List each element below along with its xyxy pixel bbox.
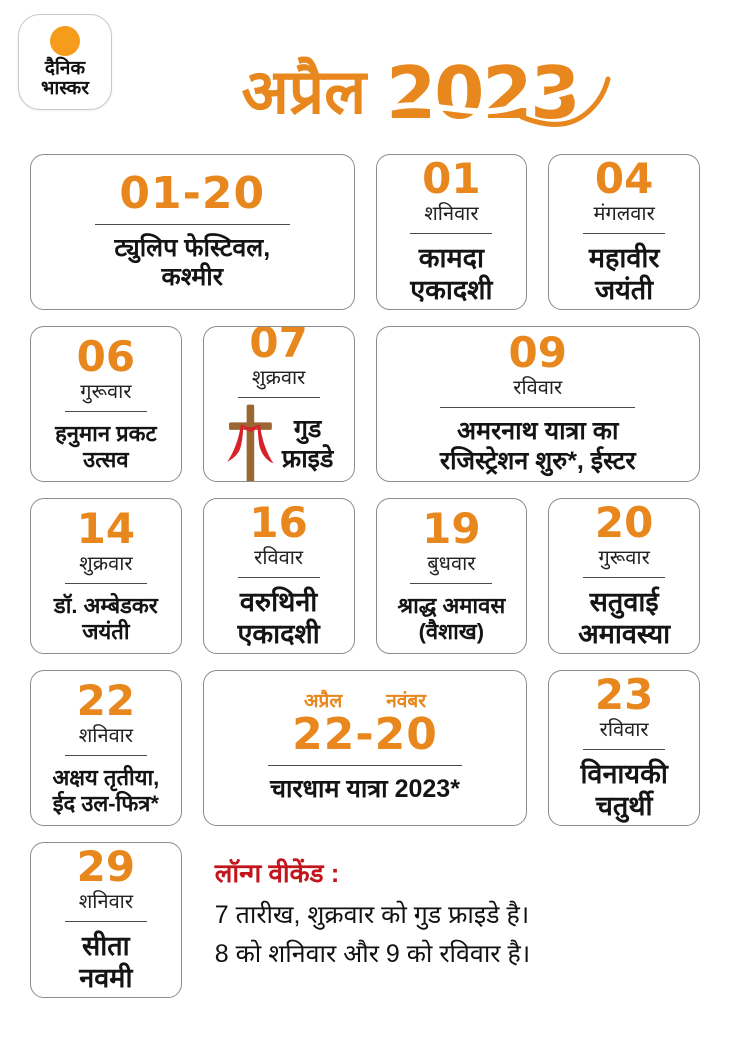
card-date: 20 xyxy=(594,498,654,547)
card-day: शनिवार xyxy=(78,890,134,913)
card-sita-navami: 29 शनिवार सीता नवमी xyxy=(30,842,182,998)
divider xyxy=(237,576,320,578)
card-day: रविवार xyxy=(599,718,649,741)
divider xyxy=(583,232,666,234)
card-event: वरुथिनी एकादशी xyxy=(237,586,320,649)
month-to-label: नवंबर xyxy=(386,690,426,712)
card-event: गुड फ्राइडे xyxy=(281,415,334,473)
card-day: शनिवार xyxy=(78,724,134,747)
card-date: 22 xyxy=(76,675,136,725)
card-date: 19 xyxy=(422,503,481,553)
card-event: सीता नवमी xyxy=(79,930,133,993)
card-mahavir-jayanti: 04 मंगलवार महावीर जयंती xyxy=(548,154,700,310)
card-vinayaki-chaturthi: 23 रविवार विनायकी चतुर्थी xyxy=(548,670,700,826)
card-date: 01-20 xyxy=(119,167,266,219)
card-date: 04 xyxy=(594,154,654,203)
calendar-grid: 01-20 ट्युलिप फेस्टिवल, कश्मीर 01 शनिवार… xyxy=(0,148,730,998)
divider xyxy=(440,407,636,408)
card-date: 22-20 xyxy=(292,708,438,760)
divider xyxy=(267,764,463,766)
note-line-1: 7 तारीख, शुक्रवार को गुड फ्राइडे है। xyxy=(214,901,530,929)
card-day: गुरूवार xyxy=(598,546,650,569)
card-date: 07 xyxy=(249,326,308,367)
title-year: 2023 xyxy=(386,51,580,136)
divider xyxy=(64,410,147,412)
card-event: अमरनाथ यात्रा का रजिस्ट्रेशन शुरु*, ईस्ट… xyxy=(439,417,636,475)
card-day: रविवार xyxy=(513,377,563,399)
card-day: गुरूवार xyxy=(80,380,132,403)
card-amarnath-easter: 09 रविवार अमरनाथ यात्रा का रजिस्ट्रेशन श… xyxy=(375,326,700,482)
divider xyxy=(64,754,147,756)
card-date: 09 xyxy=(508,328,567,377)
card-date: 23 xyxy=(594,670,654,719)
card-event: हनुमान प्रकट उत्सव xyxy=(55,420,157,472)
page-title: अप्रैल 2023 xyxy=(110,43,710,143)
divider xyxy=(410,232,493,234)
months-row: अप्रैल नवंबर xyxy=(304,692,426,711)
card-good-friday: 07 शुक्रवार गुड फ्राइडे xyxy=(202,326,355,482)
divider xyxy=(64,582,147,584)
card-event: महावीर जयंती xyxy=(588,242,660,305)
dainik-bhaskar-logo: दैनिक भास्कर xyxy=(18,14,112,110)
month-from-label: अप्रैल xyxy=(304,690,343,712)
card-date: 16 xyxy=(249,498,308,547)
card-date: 29 xyxy=(76,842,136,891)
title-month: अप्रैल xyxy=(241,58,367,128)
card-ambedkar-jayanti: 14 शुक्रवार डॉ. अम्बेडकर जयंती xyxy=(30,498,182,654)
divider xyxy=(64,920,147,922)
card-date: 06 xyxy=(76,331,136,381)
card-hanuman-prakat-utsav: 06 गुरूवार हनुमान प्रकट उत्सव xyxy=(30,326,182,482)
divider xyxy=(94,223,290,225)
card-day: मंगलवार xyxy=(593,202,655,225)
logo-text-line2: भास्कर xyxy=(40,77,90,99)
card-varuthini-ekadashi: 16 रविवार वरुथिनी एकादशी xyxy=(202,498,355,654)
long-weekend-note: लॉन्ग वीकेंड : 7 तारीख, शुक्रवार को गुड … xyxy=(203,842,700,998)
card-chardham-yatra: अप्रैल नवंबर 22-20 चारधाम यात्रा 2023* xyxy=(202,670,528,826)
card-day: शुक्रवार xyxy=(79,552,133,575)
divider xyxy=(583,748,666,750)
card-event: विनायकी चतुर्थी xyxy=(580,758,668,821)
card-satuwai-amavasya: 20 गुरूवार सतुवाई अमावस्या xyxy=(548,498,700,654)
sun-icon xyxy=(50,26,80,57)
card-tulip-festival: 01-20 ट्युलिप फेस्टिवल, कश्मीर xyxy=(30,154,355,310)
card-event: ट्युलिप फेस्टिवल, कश्मीर xyxy=(114,233,271,292)
card-date: 14 xyxy=(76,503,136,553)
card-event: कामदा एकादशी xyxy=(410,242,493,305)
card-shraddha-amavas: 19 बुधवार श्राद्ध अमावस (वैशाख) xyxy=(375,498,528,654)
card-event: डॉ. अम्बेडकर जयंती xyxy=(53,592,158,644)
card-day: शुक्रवार xyxy=(251,366,306,389)
card-day: रविवार xyxy=(254,546,304,569)
card-day: बुधवार xyxy=(427,552,476,575)
card-akshay-tritiya-eid: 22 शनिवार अक्षय तृतीया, ईद उल-फित्र* xyxy=(30,670,182,826)
divider xyxy=(237,396,320,398)
divider xyxy=(410,582,493,584)
event-row: गुड फ्राइडे xyxy=(224,403,334,481)
card-date: 01 xyxy=(422,154,481,203)
card-day: शनिवार xyxy=(424,202,479,225)
header: दैनिक भास्कर अप्रैल 2023 xyxy=(0,0,730,148)
divider xyxy=(583,576,666,578)
note-title: लॉन्ग वीकेंड : xyxy=(214,858,340,888)
card-event: अक्षय तृतीया, ईद उल-फित्र* xyxy=(52,764,160,816)
card-event: श्राद्ध अमावस (वैशाख) xyxy=(397,592,506,644)
logo-text-line1: दैनिक xyxy=(44,58,86,80)
title-year-wrap: 2023 xyxy=(363,57,611,129)
card-event: सतुवाई अमावस्या xyxy=(578,586,671,649)
note-line-2: 8 को शनिवार और 9 को रविवार है। xyxy=(214,939,531,968)
good-friday-cross-icon xyxy=(227,404,274,481)
card-event: चारधाम यात्रा 2023* xyxy=(270,774,460,803)
card-kamada-ekadashi: 01 शनिवार कामदा एकादशी xyxy=(375,154,528,310)
